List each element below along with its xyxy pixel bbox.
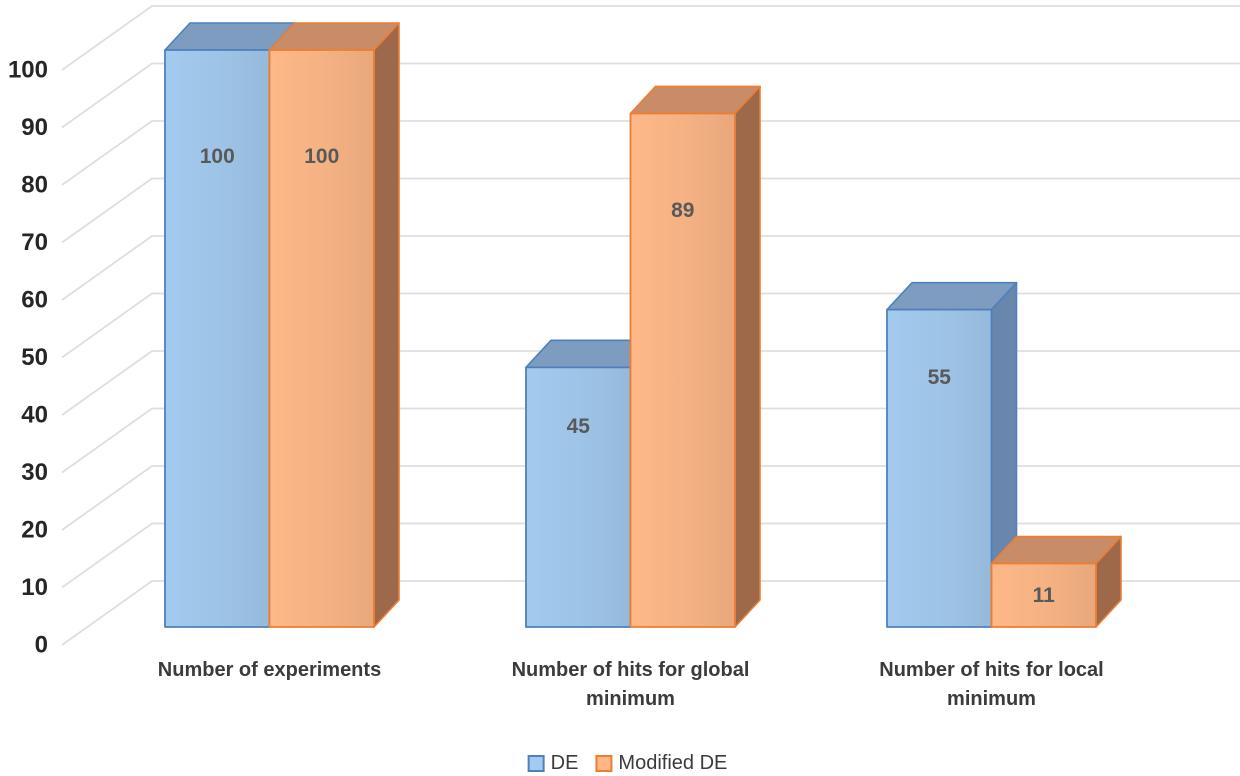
bar-front-face: [268, 49, 375, 628]
y-tick-label: 60: [21, 287, 48, 314]
gridline: [61, 350, 1240, 416]
y-tick-label: 100: [8, 57, 48, 84]
gridline: [61, 120, 1240, 186]
gridline: [61, 177, 1240, 244]
bar-modified-de-2: [990, 535, 1122, 628]
legend-item: Modified DE: [595, 752, 727, 774]
gridline: [61, 522, 1240, 589]
bar-front-face: [164, 49, 271, 628]
legend-label: DE: [551, 752, 579, 774]
gridline: [61, 235, 1240, 301]
x-axis-labels: Number of experiments Number of hits for …: [158, 659, 1104, 710]
bars-group: [164, 22, 1122, 628]
category-label: minimum: [947, 688, 1036, 710]
bar-front-face: [525, 366, 632, 628]
y-tick-label: 90: [21, 114, 48, 141]
legend-group: DE Modified DE: [527, 752, 727, 774]
bar-data-label: 89: [671, 199, 694, 222]
bar-modified-de-1: [629, 85, 761, 628]
legend-swatch: [527, 755, 545, 772]
y-tick-label: 30: [21, 459, 48, 486]
bar-side-face: [734, 85, 761, 628]
gridline: [61, 5, 1240, 71]
y-tick-label: 50: [21, 344, 48, 371]
legend-label: Modified DE: [618, 752, 727, 774]
category-label: Number of hits for local: [879, 659, 1103, 681]
bar-modified-de-0: [268, 22, 400, 628]
y-tick-label: 70: [21, 229, 48, 256]
y-tick-label: 20: [21, 517, 48, 544]
gridline: [61, 465, 1240, 531]
bar-side-face: [373, 22, 400, 628]
y-tick-label: 10: [21, 574, 48, 601]
bar-front-face: [990, 562, 1097, 628]
category-label: Number of hits for global: [512, 659, 750, 681]
bar-data-label: 100: [200, 145, 235, 168]
gridline: [61, 580, 1240, 646]
legend-item: DE: [527, 752, 579, 774]
bar-data-label: 55: [928, 366, 952, 389]
gridline: [61, 407, 1240, 474]
y-tick-label: 40: [21, 402, 48, 429]
bar-data-label: 45: [567, 415, 591, 438]
bar-front-face: [886, 308, 993, 628]
y-tick-label: 80: [21, 172, 48, 199]
gridlines-group: [61, 5, 1240, 646]
bar-data-label: 11: [1033, 584, 1056, 607]
category-label: Number of experiments: [158, 659, 381, 681]
legend-swatch: [595, 755, 613, 772]
category-label: minimum: [586, 688, 675, 710]
bar-data-label: 100: [304, 145, 339, 168]
bar-de-2: [886, 281, 1018, 628]
y-axis-labels: 0 10 20 30 40 50 60 70 80 90 100: [8, 57, 48, 659]
gridline: [61, 62, 1240, 129]
data-labels-group: 100 100 45 89 55 11: [200, 145, 1055, 607]
gridline: [61, 292, 1240, 359]
y-tick-label: 0: [35, 632, 48, 659]
bar-front-face: [629, 112, 736, 628]
